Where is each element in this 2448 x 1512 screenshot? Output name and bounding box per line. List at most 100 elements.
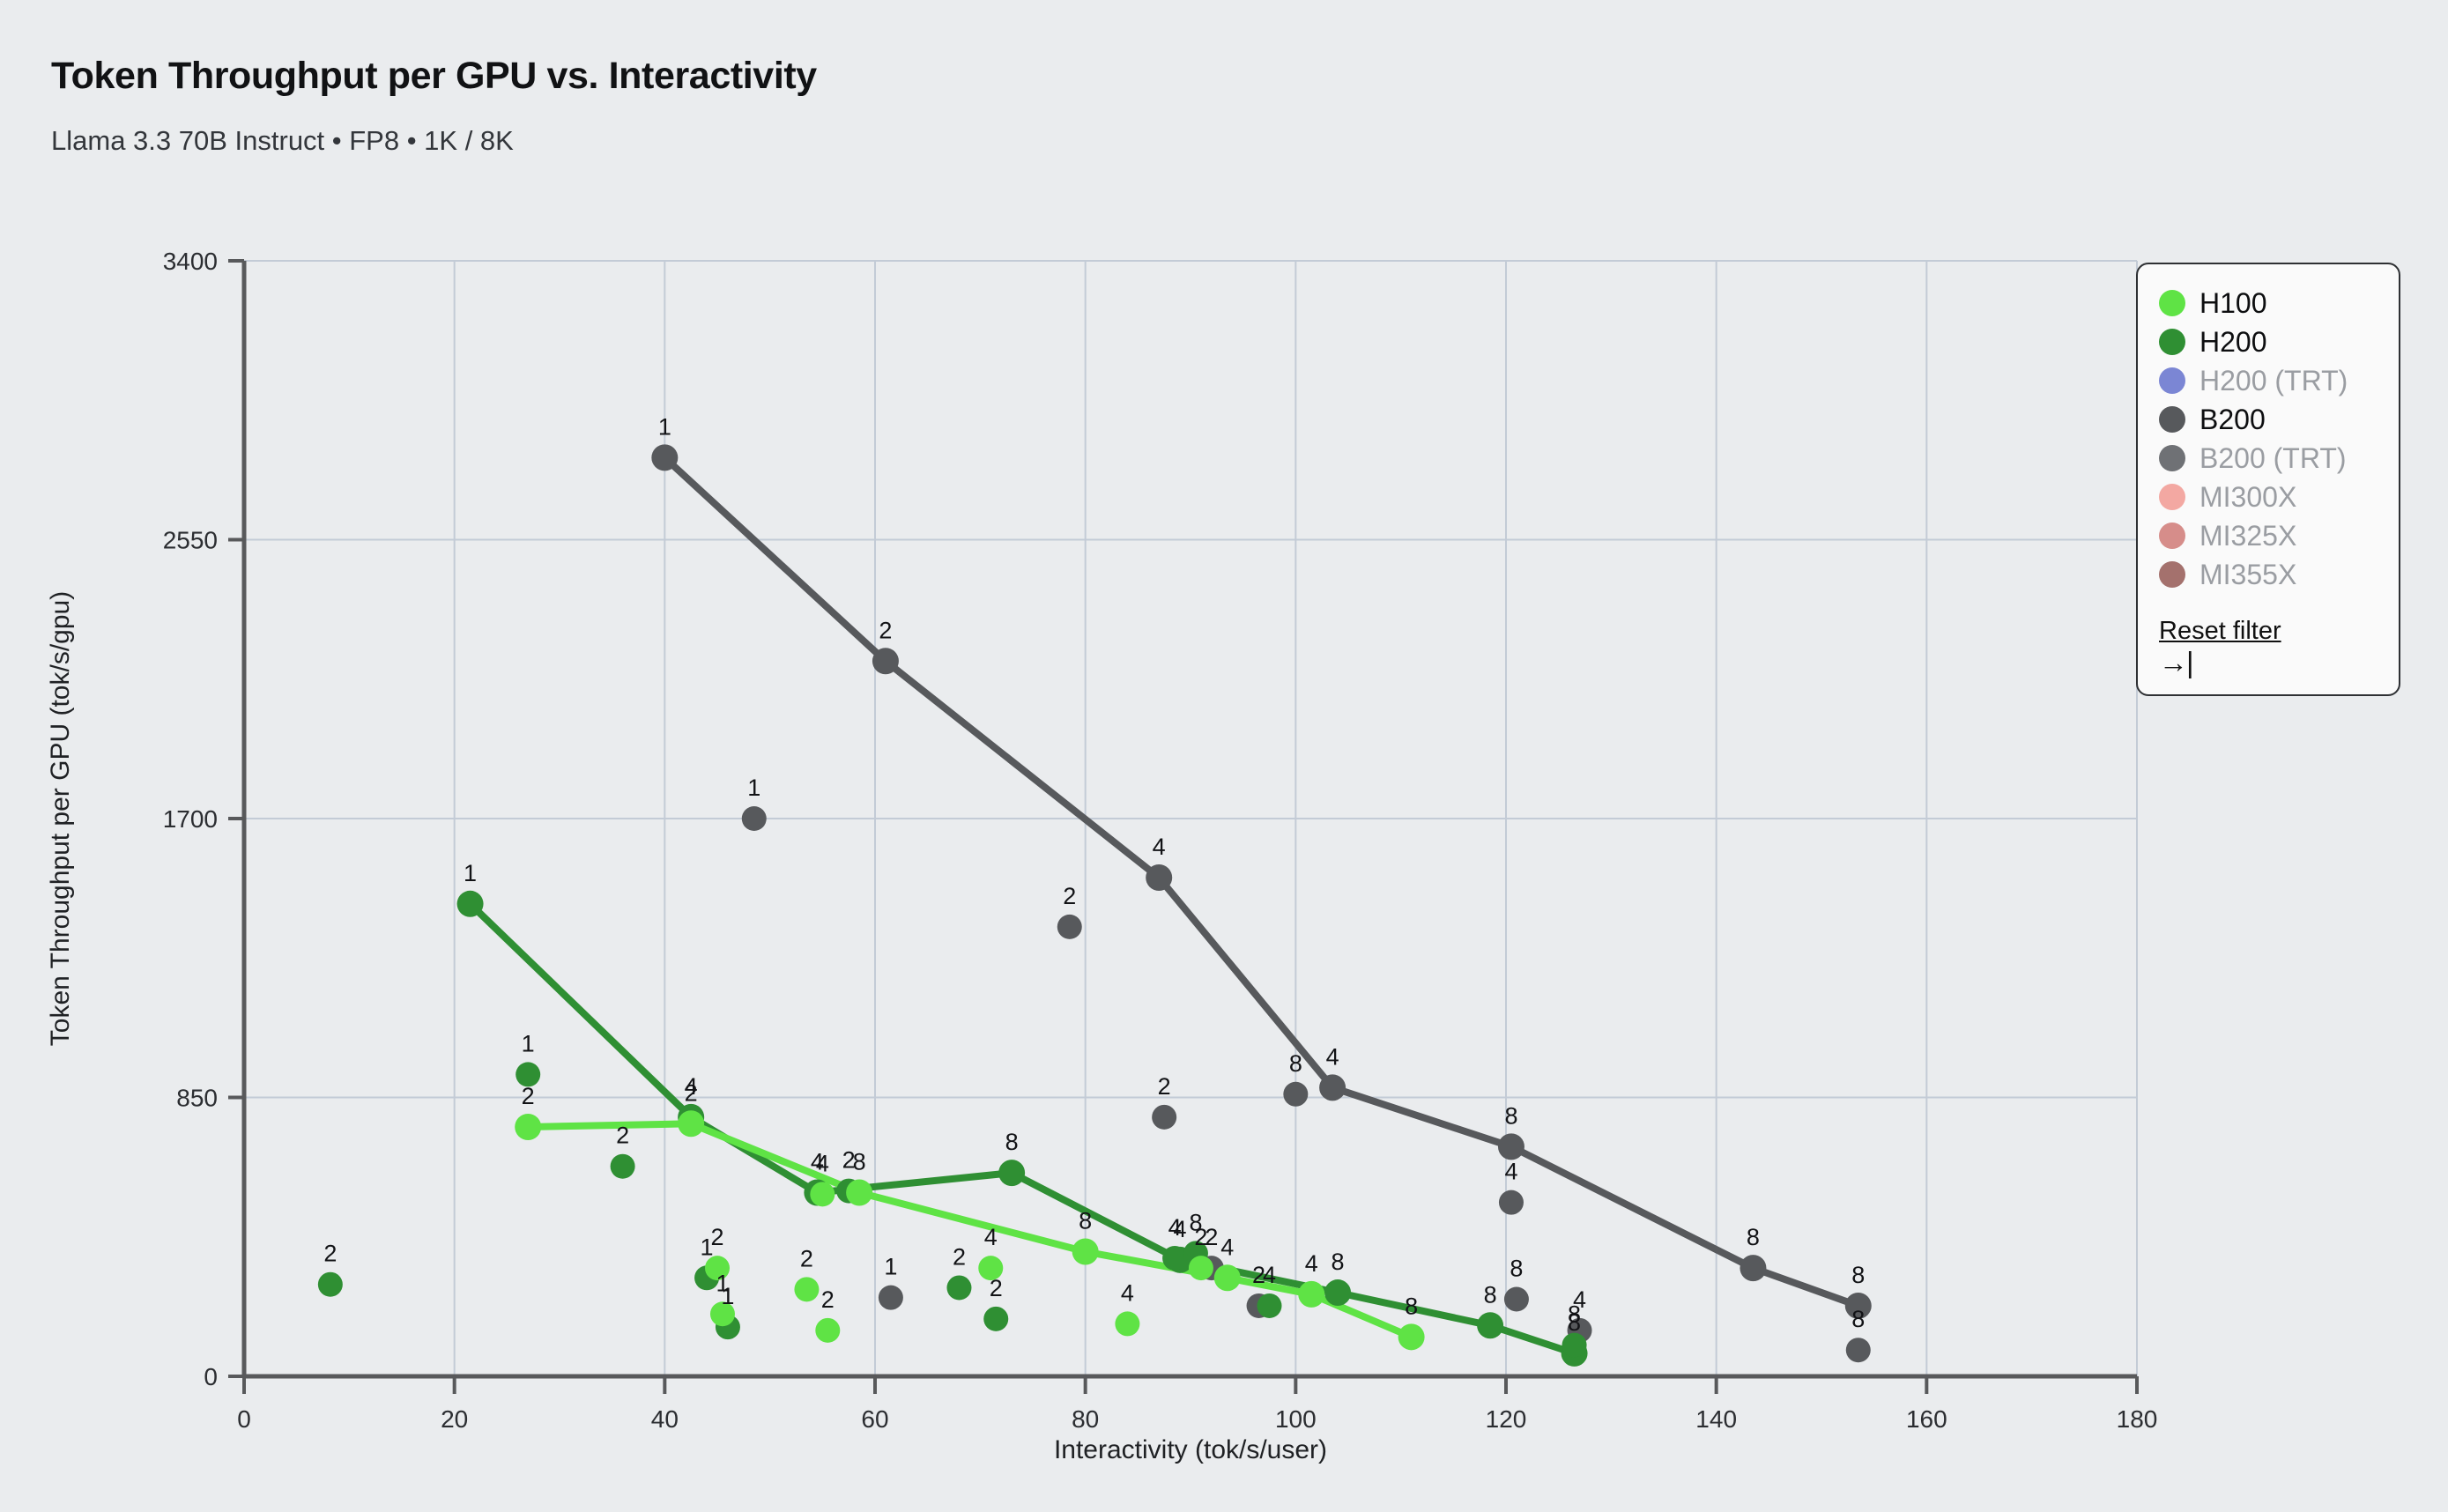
data-point-h200[interactable] [516,1062,541,1087]
data-point-b200[interactable] [878,1285,903,1310]
x-tick-label: 20 [441,1405,468,1433]
data-point-h100[interactable] [1298,1280,1325,1308]
data-point-h200[interactable] [456,890,484,917]
data-point-h100[interactable] [1072,1238,1099,1265]
legend-swatch-icon [2159,523,2185,549]
data-point-h200[interactable] [983,1306,1009,1331]
y-tick-label: 850 [176,1085,218,1112]
data-point-b200[interactable] [1740,1255,1767,1282]
data-point-label: 2 [522,1083,535,1109]
data-point-h100[interactable] [678,1110,705,1138]
data-point-h100[interactable] [705,1256,730,1281]
data-point-b200[interactable] [1283,1081,1309,1107]
data-point-h100[interactable] [846,1179,873,1206]
legend-item-label: H200 [2199,326,2267,358]
data-point-label: 4 [1168,1214,1182,1241]
data-point-h100[interactable] [815,1317,841,1343]
data-point-label: 1 [884,1254,897,1280]
legend-swatch-icon [2159,290,2185,316]
data-point-b200[interactable] [1057,914,1082,939]
data-point-label: 1 [747,775,760,801]
data-point-label: 1 [464,860,477,886]
data-point-h200[interactable] [317,1271,343,1297]
data-point-h200[interactable] [1562,1332,1587,1358]
data-point-label: 8 [1289,1050,1302,1077]
data-point-b200[interactable] [1844,1292,1872,1319]
data-point-label: 8 [1405,1293,1418,1319]
data-point-label: 8 [1747,1224,1760,1250]
legend-item-mi300x[interactable]: MI300X [2159,478,2378,516]
data-point-h200[interactable] [998,1160,1026,1187]
legend-item-h200[interactable]: H200 [2159,322,2378,361]
legend-item-mi355x[interactable]: MI355X [2159,555,2378,594]
x-tick-label: 100 [1275,1405,1317,1433]
data-point-b200[interactable] [1152,1104,1177,1130]
data-point-b200[interactable] [1146,864,1173,892]
data-point-label: 2 [821,1286,835,1313]
frontier-line-h200 [466,900,1578,1357]
data-point-b200[interactable] [1498,1190,1524,1215]
page-title: Token Throughput per GPU vs. Interactivi… [51,55,817,97]
legend-swatch-icon [2159,406,2185,433]
data-point-h200[interactable] [1257,1293,1282,1318]
data-point-b200[interactable] [1845,1338,1871,1363]
data-point-b200[interactable] [1503,1286,1529,1312]
data-point-h100[interactable] [1213,1264,1241,1292]
legend-item-label: MI355X [2199,559,2297,590]
data-point-label: 1 [522,1030,535,1056]
data-point-label: 4 [1121,1279,1134,1306]
data-point-h100[interactable] [515,1114,542,1141]
legend-item-b200-trt[interactable]: B200 (TRT) [2159,439,2378,478]
data-point-h100[interactable] [1188,1256,1213,1281]
data-point-label: 8 [1332,1249,1345,1275]
data-point-h200[interactable] [1324,1279,1352,1307]
y-tick-label: 1700 [163,805,218,833]
data-point-label: 2 [1252,1262,1265,1288]
legend-item-label: B200 (TRT) [2199,442,2347,474]
data-point-label: 2 [323,1241,337,1267]
data-point-b200[interactable] [1497,1133,1524,1160]
data-point-h100[interactable] [978,1256,1004,1281]
data-point-h100[interactable] [709,1301,735,1327]
legend-item-h100[interactable]: H100 [2159,284,2378,322]
data-point-label: 1 [701,1234,714,1260]
data-point-label: 8 [1005,1129,1019,1155]
data-point-h100[interactable] [810,1182,835,1207]
y-tick-label: 3400 [163,248,218,275]
data-point-b200[interactable] [872,648,899,675]
legend-divider [2159,594,2378,613]
data-point-label: 8 [1851,1262,1865,1288]
legend-items: H100 H200 H200 (TRT) B200 B200 (TRT) MI300X MI… [2159,284,2378,594]
data-point-h200[interactable] [946,1275,972,1301]
data-point-label: 4 [811,1148,824,1175]
data-point-label: 2 [616,1123,629,1149]
reset-filter-link[interactable]: Reset filter [2159,617,2281,645]
legend-item-b200[interactable]: B200 [2159,400,2378,439]
data-point-b200[interactable] [651,444,679,471]
data-point-label: 1 [658,413,671,440]
legend-panel[interactable]: H100 H200 H200 (TRT) B200 B200 (TRT) MI300X MI… [2136,263,2400,696]
data-point-label: 8 [1189,1209,1202,1235]
data-point-h200[interactable] [1477,1312,1504,1339]
data-point-label: 2 [710,1224,723,1250]
data-point-h100[interactable] [1398,1323,1425,1351]
data-point-label: 2 [685,1079,698,1106]
x-axis-title: Interactivity (tok/s/user) [1054,1435,1327,1464]
x-tick-label: 60 [861,1405,888,1433]
data-point-b200[interactable] [741,806,767,831]
legend-item-h200-trt[interactable]: H200 (TRT) [2159,361,2378,400]
data-point-h200[interactable] [1162,1245,1188,1271]
x-tick-label: 160 [1906,1405,1947,1433]
frontier-line-b200 [661,454,1862,1309]
legend-item-mi325x[interactable]: MI325X [2159,516,2378,555]
data-point-label: 4 [984,1224,998,1250]
data-point-label: 2 [879,617,892,643]
x-tick-label: 120 [1486,1405,1527,1433]
data-point-h100[interactable] [794,1277,820,1302]
data-point-h100[interactable] [1115,1311,1140,1337]
reset-arrow-icon[interactable]: →| [2159,646,2194,678]
data-point-b200[interactable] [1319,1074,1346,1101]
data-point-label: 2 [1194,1224,1207,1250]
data-point-h200[interactable] [610,1153,635,1179]
